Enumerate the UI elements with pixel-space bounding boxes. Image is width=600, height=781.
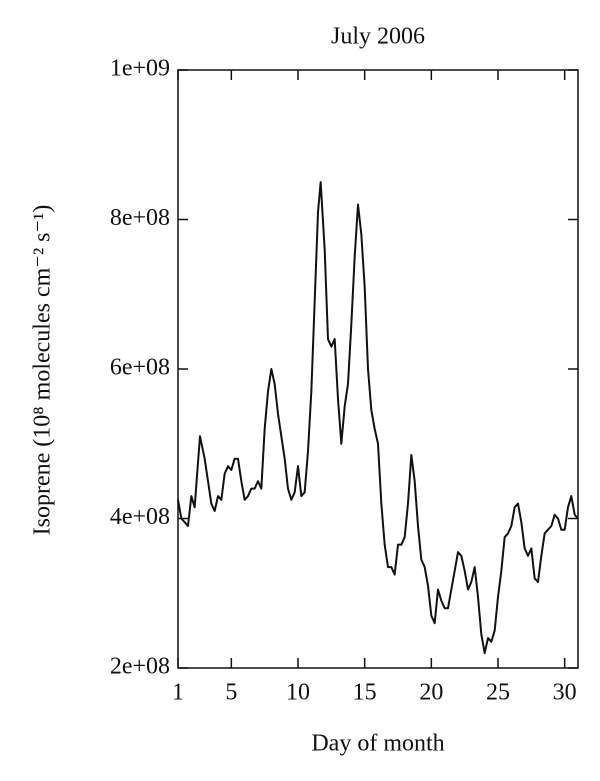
x-tick-label: 10 [286, 680, 310, 706]
y-tick-label: 6e+08 [110, 355, 170, 381]
x-tick-label: 25 [486, 680, 510, 706]
y-tick-label: 1e+09 [110, 56, 170, 82]
y-tick-label: 8e+08 [110, 205, 170, 231]
x-tick-label: 20 [419, 680, 443, 706]
chart-title: July 2006 [331, 24, 425, 50]
x-axis-label: Day of month [311, 731, 444, 757]
x-tick-label: 15 [353, 680, 377, 706]
plot-frame [177, 69, 579, 669]
y-tick-label: 4e+08 [110, 504, 170, 530]
y-axis-label: Isoprene (10⁸ molecules cm⁻² s⁻¹) [30, 205, 56, 536]
x-tick-label: 1 [172, 680, 184, 706]
y-tick-label: 2e+08 [110, 654, 170, 680]
x-tick-label: 30 [553, 680, 577, 706]
x-tick-label: 5 [225, 680, 237, 706]
data-line [177, 181, 579, 655]
